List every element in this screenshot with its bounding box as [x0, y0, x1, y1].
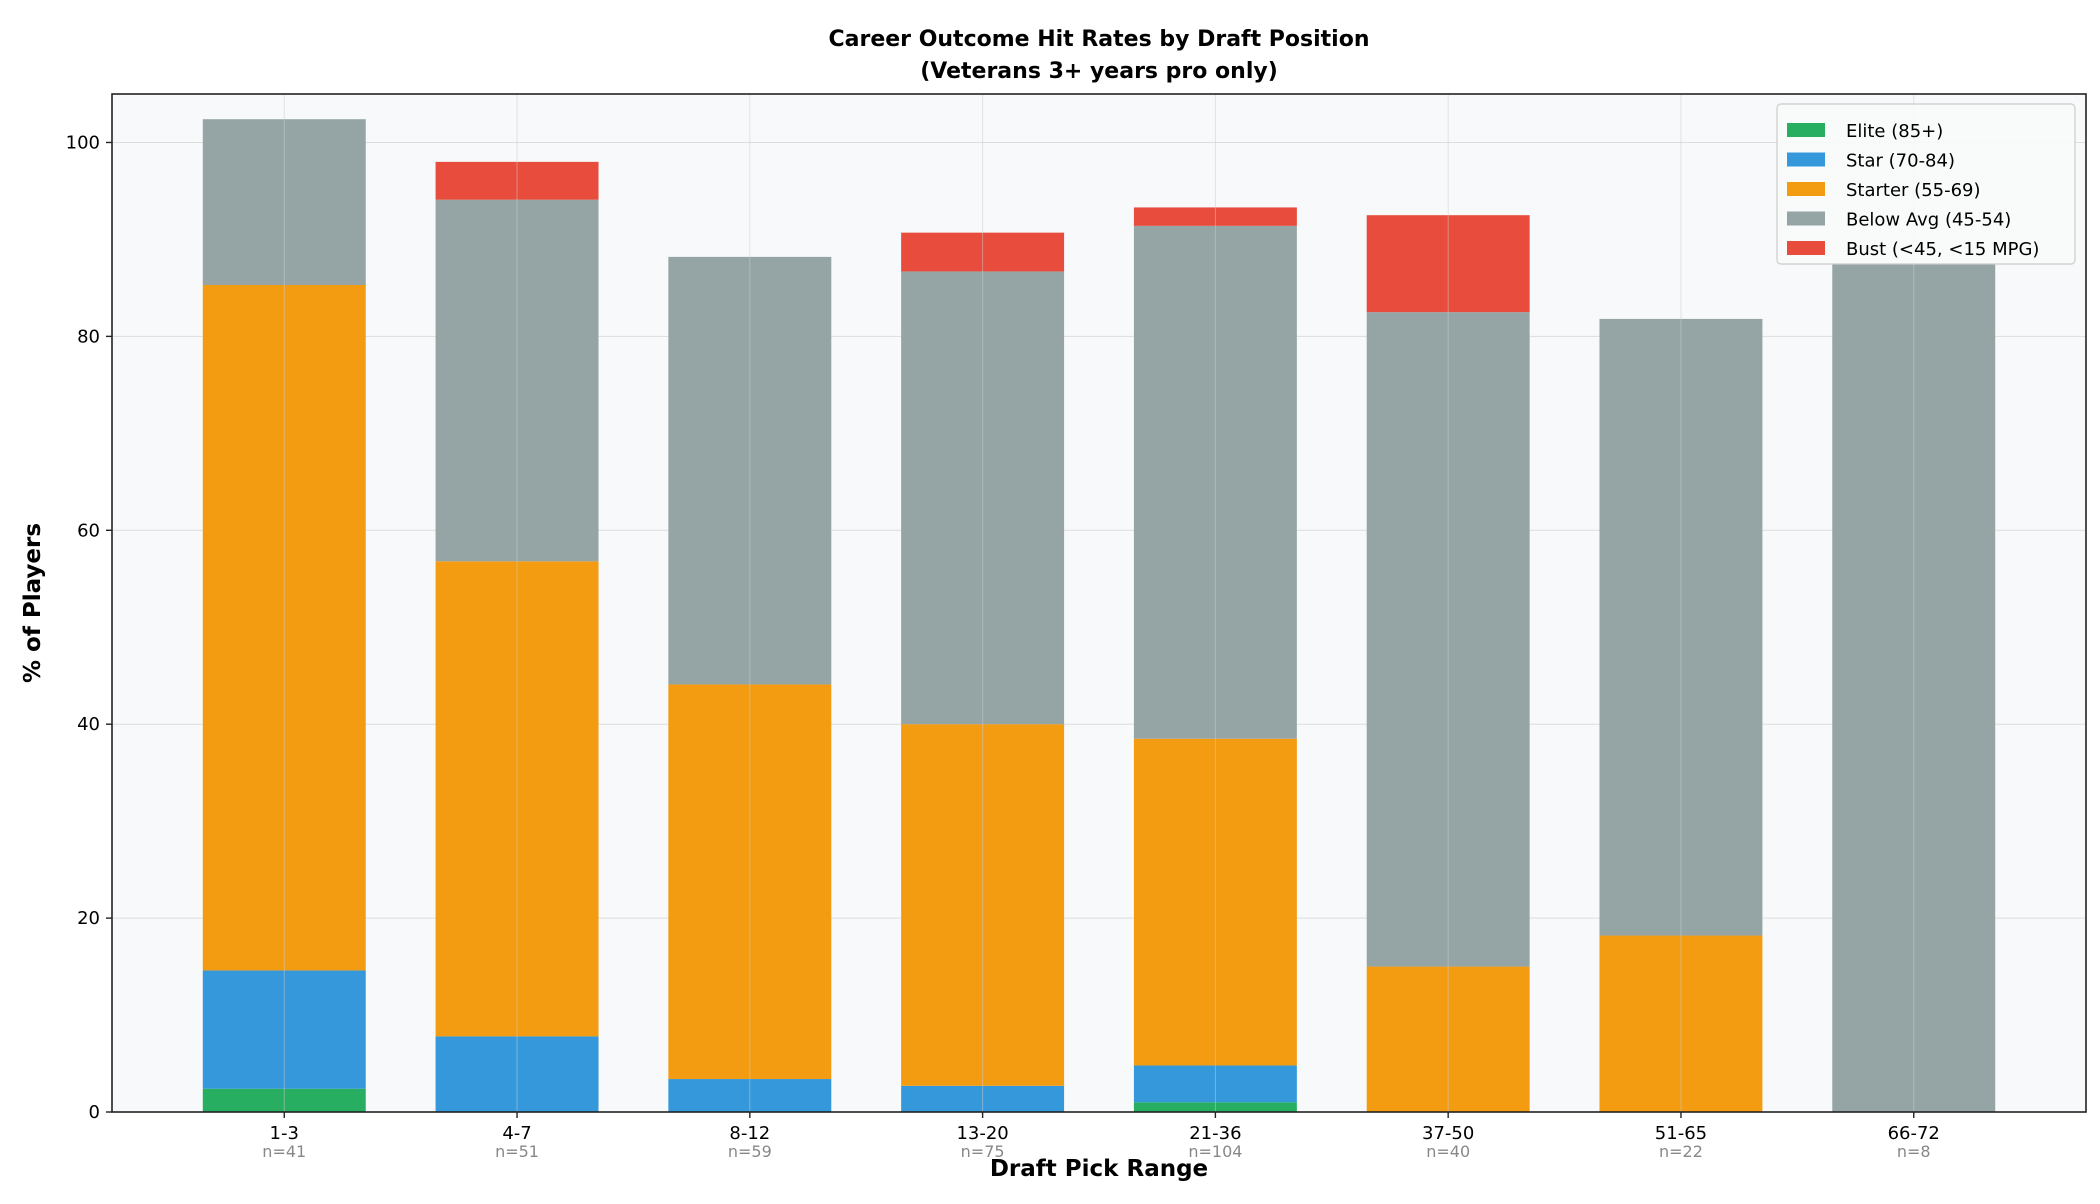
legend-swatch — [1787, 123, 1825, 137]
sample-size-label: n=8 — [1897, 1142, 1931, 1161]
legend-box — [1776, 103, 2076, 265]
x-axis-label: Draft Pick Range — [990, 1156, 1208, 1182]
sample-size-label: n=75 — [961, 1142, 1005, 1161]
y-tick-label: 0 — [89, 1102, 100, 1123]
y-tick-label: 80 — [77, 326, 100, 347]
legend-label: Below Avg (45-54) — [1846, 210, 2011, 231]
plot-frame — [111, 93, 2087, 1113]
y-tick-label: 40 — [77, 714, 100, 735]
y-tick-label: 60 — [77, 520, 100, 541]
y-tick-label: 20 — [77, 908, 100, 929]
x-tick-label: 13-20 — [956, 1123, 1008, 1144]
x-tick-label: 66-72 — [1888, 1123, 1940, 1144]
sample-size-label: n=40 — [1426, 1142, 1470, 1161]
sample-size-label: n=104 — [1188, 1142, 1242, 1161]
legend-label: Bust (<45, <15 MPG) — [1846, 239, 2039, 260]
sample-size-label: n=51 — [495, 1142, 539, 1161]
x-tick-label: 21-36 — [1189, 1123, 1241, 1144]
legend-swatch — [1787, 241, 1825, 255]
sample-size-label: n=22 — [1659, 1142, 1703, 1161]
sample-size-label: n=59 — [728, 1142, 772, 1161]
chart-title: Career Outcome Hit Rates by Draft Positi… — [829, 27, 1370, 52]
x-tick-label: 4-7 — [502, 1123, 531, 1144]
y-axis-ticks: 0 20 40 60 80 100 — [66, 132, 112, 1123]
chart-subtitle: (Veterans 3+ years pro only) — [920, 59, 1278, 84]
legend-swatch — [1787, 211, 1825, 226]
x-tick-label: 8-12 — [729, 1123, 770, 1144]
legend-swatch — [1787, 152, 1825, 167]
x-axis-ticks: 1-3n=41 4-7n=51 8-12n=59 13-20n=75 21-36n=10… — [262, 1112, 1940, 1161]
legend-label: Starter (55-69) — [1846, 180, 1981, 201]
x-tick-label: 51-65 — [1655, 1123, 1707, 1144]
legend-label: Elite (85+) — [1846, 121, 1943, 142]
legend-label: Star (70-84) — [1846, 151, 1955, 172]
legend: Elite (85+) Star (70-84) Starter (55-69) Be… — [1776, 103, 2076, 265]
y-tick-label: 100 — [66, 132, 100, 153]
x-tick-label: 37-50 — [1422, 1123, 1474, 1144]
y-axis-label: % of Players — [20, 523, 46, 683]
sample-size-label: n=41 — [262, 1142, 306, 1161]
legend-swatch — [1787, 182, 1825, 196]
x-tick-label: 1-3 — [270, 1123, 299, 1144]
